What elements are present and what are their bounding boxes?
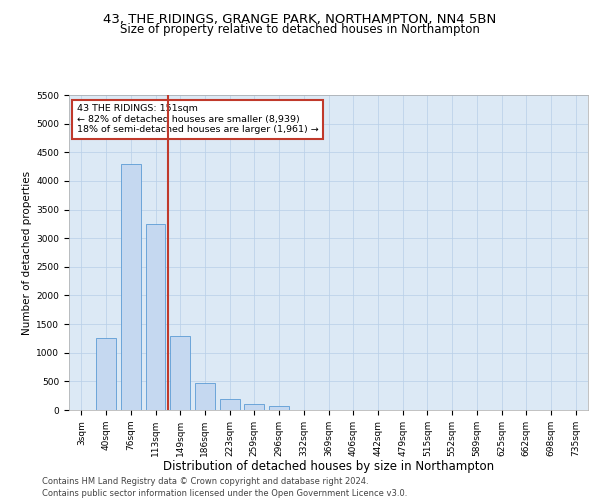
Bar (146, 224, 166, 410)
Bar (195, 382, 215, 410)
Bar (121, 164, 140, 410)
Bar (170, 336, 190, 410)
Y-axis label: Number of detached properties: Number of detached properties (22, 170, 32, 334)
Text: Size of property relative to detached houses in Northampton: Size of property relative to detached ho… (120, 22, 480, 36)
Text: 43 THE RIDINGS: 151sqm
← 82% of detached houses are smaller (8,939)
18% of semi-: 43 THE RIDINGS: 151sqm ← 82% of detached… (77, 104, 319, 134)
Bar (269, 406, 289, 410)
Bar (96, 338, 116, 410)
X-axis label: Distribution of detached houses by size in Northampton: Distribution of detached houses by size … (163, 460, 494, 473)
Text: 43, THE RIDINGS, GRANGE PARK, NORTHAMPTON, NN4 5BN: 43, THE RIDINGS, GRANGE PARK, NORTHAMPTO… (103, 12, 497, 26)
Bar (220, 398, 239, 410)
Text: Contains HM Land Registry data © Crown copyright and database right 2024.
Contai: Contains HM Land Registry data © Crown c… (42, 476, 407, 498)
Bar (244, 404, 264, 410)
